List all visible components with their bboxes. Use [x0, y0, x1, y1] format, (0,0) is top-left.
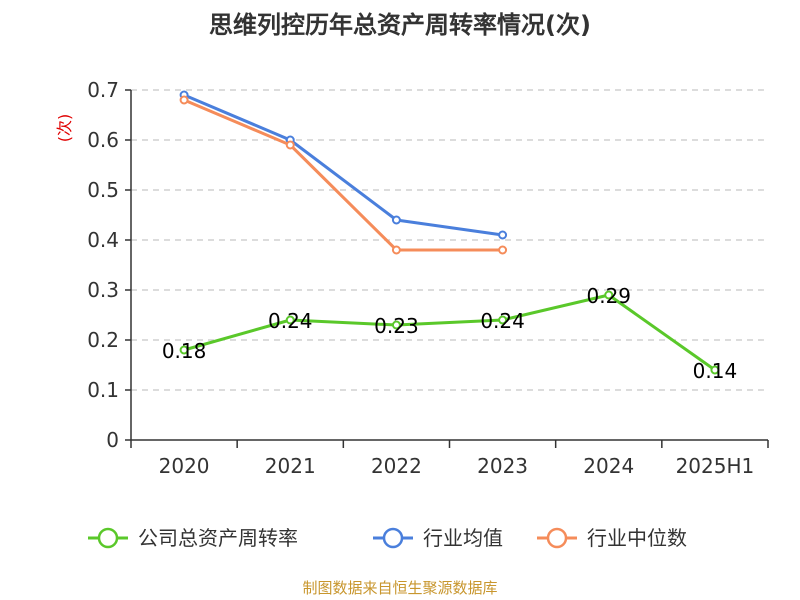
series-line-1: [183, 93, 503, 237]
y-tick-label: 0.7: [87, 78, 119, 102]
data-label: 0.23: [374, 314, 419, 338]
data-point: [285, 315, 295, 325]
data-point: [391, 320, 401, 330]
series-line-0: [183, 293, 716, 372]
legend-marker: [382, 527, 404, 549]
data-point: [710, 365, 720, 375]
data-point: [391, 215, 401, 225]
data-label: 0.24: [268, 309, 313, 333]
legend-marker: [97, 527, 119, 549]
y-tick-label: 0.4: [87, 228, 119, 252]
source-note: 制图数据来自恒生聚源数据库: [302, 579, 497, 597]
data-label: 0.29: [586, 284, 631, 308]
y-tick-label: 0.2: [87, 328, 119, 352]
y-axis-label: (次): [55, 114, 74, 143]
x-tick-label: 2021: [265, 454, 316, 478]
x-tick-label: 2020: [159, 454, 210, 478]
y-tick-label: 0.6: [87, 128, 119, 152]
y-tick-label: 0.3: [87, 278, 119, 302]
legend-label: 行业均值: [423, 526, 503, 550]
legend-label: 公司总资产周转率: [138, 526, 298, 550]
chart-title: 思维列控历年总资产周转率情况(次): [209, 11, 591, 39]
y-tick-label: 0.5: [87, 178, 119, 202]
data-point: [391, 245, 401, 255]
data-point: [179, 345, 189, 355]
series-line-2: [183, 98, 503, 252]
data-point: [498, 230, 508, 240]
data-point: [498, 315, 508, 325]
data-label: 0.14: [693, 359, 738, 383]
data-label: 0.18: [162, 339, 207, 363]
data-point: [285, 140, 295, 150]
data-point: [498, 245, 508, 255]
y-tick-label: 0.1: [87, 378, 119, 402]
data-label: 0.24: [480, 309, 525, 333]
x-tick-label: 2023: [477, 454, 528, 478]
data-point: [179, 95, 189, 105]
legend-marker: [546, 527, 568, 549]
data-point: [604, 290, 614, 300]
x-tick-label: 2024: [583, 454, 634, 478]
x-tick-label: 2022: [371, 454, 422, 478]
x-tick-label: 2025H1: [676, 454, 755, 478]
legend-label: 行业中位数: [587, 526, 687, 550]
y-tick-label: 0: [106, 428, 119, 452]
